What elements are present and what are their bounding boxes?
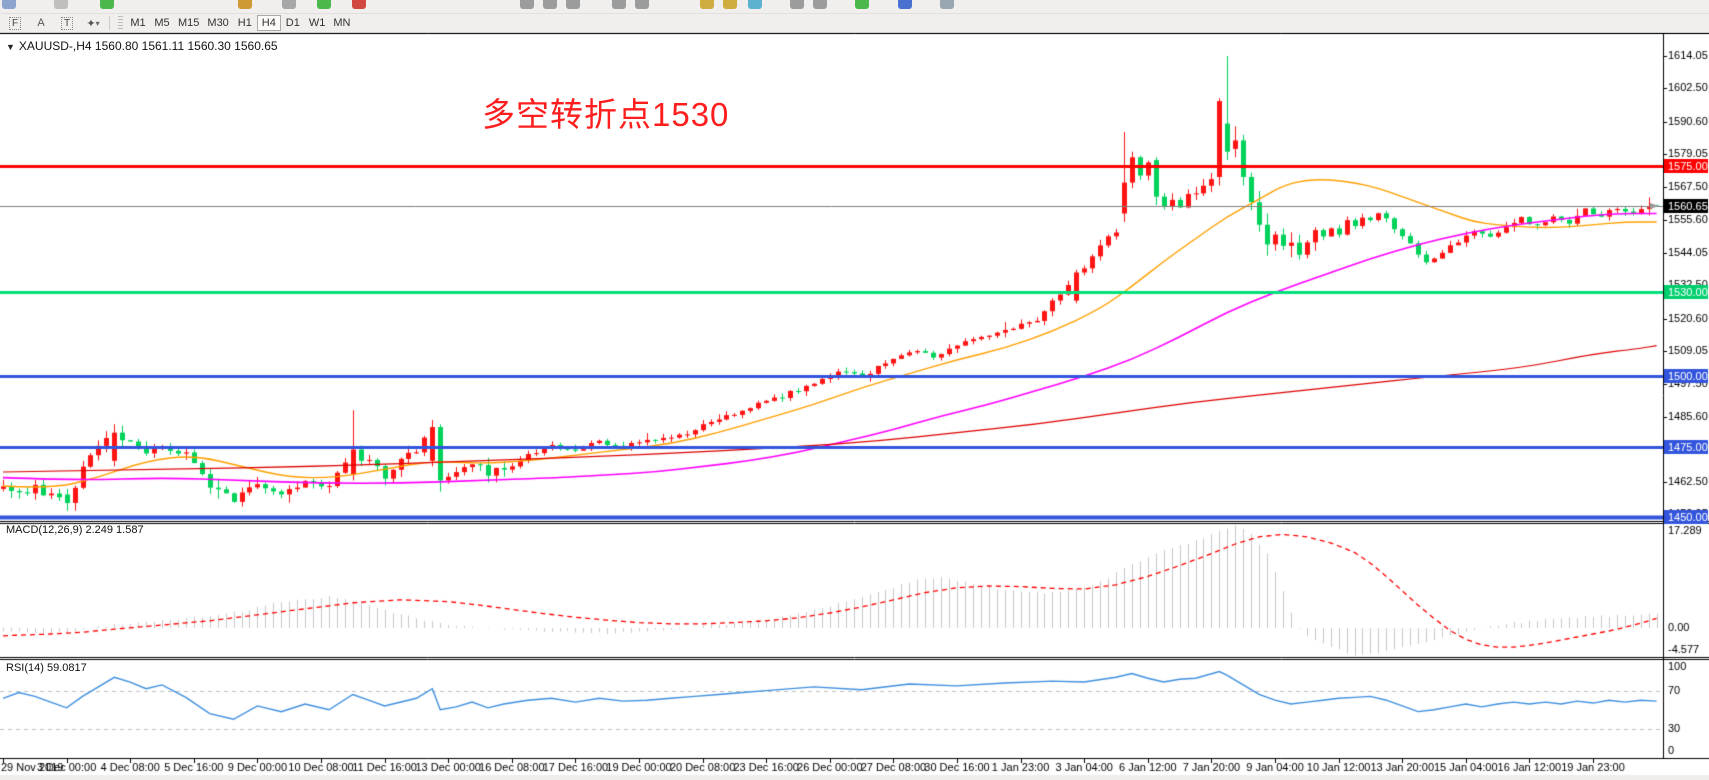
tile-windows-icon[interactable] <box>790 0 804 9</box>
pencil-icon[interactable] <box>700 0 714 9</box>
toolbar-separator <box>109 16 110 30</box>
chart-window-icon[interactable] <box>2 0 16 9</box>
compass-icon[interactable] <box>238 0 252 9</box>
text-box-tool[interactable]: T <box>56 15 78 31</box>
new-order-icon[interactable] <box>100 0 114 9</box>
play-icon[interactable] <box>317 0 331 9</box>
timeframe-h1-button[interactable]: H1 <box>233 15 257 31</box>
text-box-glyph: T <box>60 16 74 30</box>
stop-icon[interactable] <box>352 0 366 9</box>
toolbar-grip <box>118 16 123 30</box>
candle-chart-icon[interactable] <box>543 0 557 9</box>
zoom-out-icon[interactable] <box>635 0 649 9</box>
text-label-glyph: A <box>37 17 45 29</box>
text-label-tool[interactable]: A <box>30 15 52 31</box>
cascade-windows-icon[interactable] <box>813 0 827 9</box>
help-icon[interactable] <box>898 0 912 9</box>
timeframe-m5-button[interactable]: M5 <box>150 15 174 31</box>
add-indicator-icon[interactable] <box>855 0 869 9</box>
calendar-icon[interactable] <box>940 0 954 9</box>
bar-chart-icon[interactable] <box>520 0 534 9</box>
arrow-styles-tool[interactable]: ✦ ▾ <box>82 15 104 31</box>
arrows-icon: ✦ <box>86 17 96 30</box>
zoom-icon[interactable] <box>54 0 68 9</box>
toolbar-tools-row: F A T ✦ ▾ M1 M5 M15 M30 H1 H4 D1 W1 MN <box>0 14 1709 33</box>
print-icon[interactable] <box>282 0 296 9</box>
line-chart-icon[interactable] <box>566 0 580 9</box>
snap-grid-tool[interactable]: F <box>4 15 26 31</box>
timeframe-h4-button[interactable]: H4 <box>256 15 281 31</box>
timeframe-m30-button[interactable]: M30 <box>203 15 232 31</box>
timeframe-w1-button[interactable]: W1 <box>305 15 330 31</box>
price-chart-canvas[interactable] <box>0 33 1709 780</box>
picture-icon[interactable] <box>748 0 762 9</box>
chevron-down-icon: ▾ <box>95 18 100 28</box>
toolbar-top-row <box>0 0 1709 14</box>
timeframe-mn-button[interactable]: MN <box>329 15 354 31</box>
zoom-in-icon[interactable] <box>612 0 626 9</box>
snap-grid-label: F <box>8 16 22 30</box>
timeframe-m1-button[interactable]: M1 <box>126 15 150 31</box>
timeframe-d1-button[interactable]: D1 <box>281 15 305 31</box>
crosshair-icon[interactable] <box>723 0 737 9</box>
timeframe-m15-button[interactable]: M15 <box>174 15 203 31</box>
